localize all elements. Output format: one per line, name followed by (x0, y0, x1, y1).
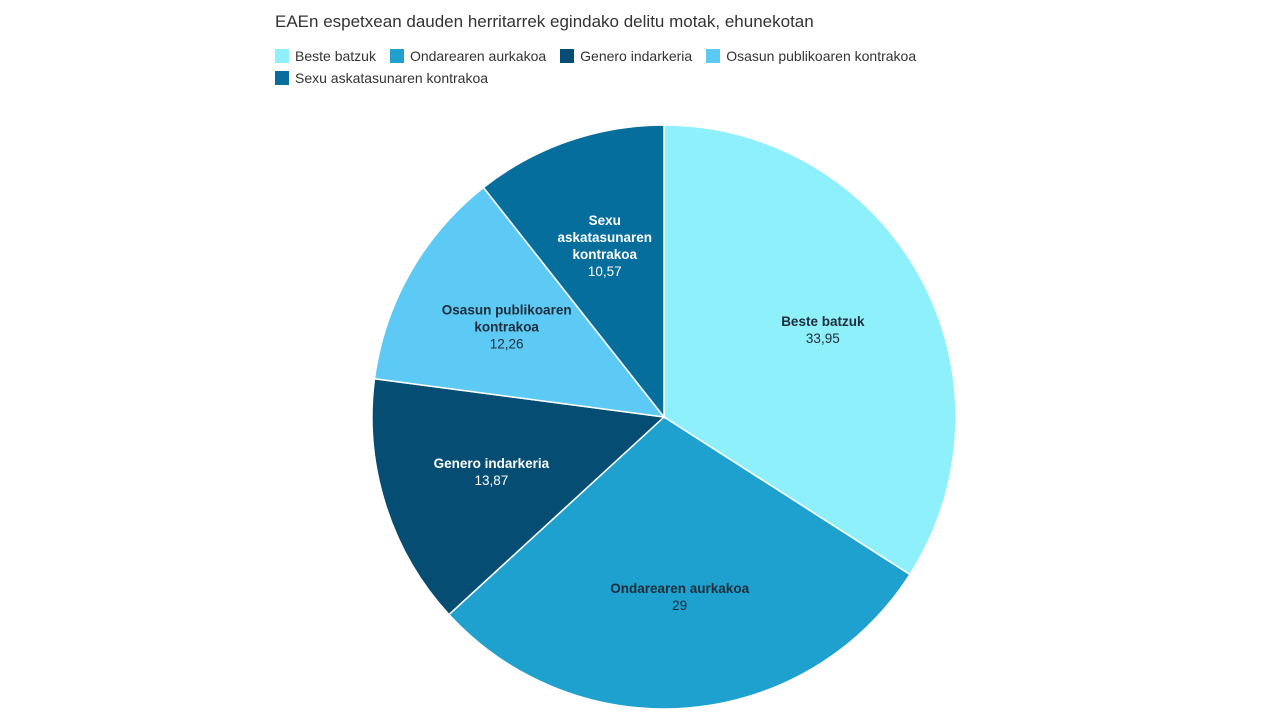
slice-label-1: Beste batzuk 33,95 (781, 313, 864, 347)
pie-slice-5[interactable] (482, 124, 665, 420)
legend-swatch (275, 71, 289, 85)
slice-label-name: Sexu askatasunaren kontrakoa (557, 212, 653, 262)
slice-label-value: 29 (672, 598, 688, 614)
legend-label: Genero indarkeria (580, 48, 693, 64)
legend-label: Osasun publikoaren kontrakoa (726, 48, 917, 64)
legend-item[interactable]: Beste batzuk (275, 48, 376, 64)
legend-label: Beste batzuk (295, 48, 376, 64)
legend-swatch (706, 49, 721, 63)
legend-item[interactable]: Ondarearen aurkakoa (389, 48, 547, 64)
legend-swatch (275, 49, 289, 63)
slice-label-name: Genero indarkeria (433, 455, 550, 471)
slice-label-name: Ondarearen aurkakoa (610, 581, 750, 597)
pie-slice-4[interactable] (373, 186, 666, 418)
legend-item[interactable]: Osasun publikoaren kontrakoa (706, 48, 916, 64)
slice-label-name: Beste batzuk (781, 314, 865, 330)
slice-label-value: 10,57 (587, 263, 622, 279)
slice-label-3: Genero indarkeria 13,87 (434, 455, 550, 489)
slice-label-5: Sexu askatasunaren kontrakoa 10,57 (558, 212, 653, 280)
slice-label-2: Ondarearen aurkakoa 29 (610, 580, 749, 614)
legend-label: Ondarearen aurkakoa (409, 48, 547, 64)
legend: Beste batzuk Ondarearen aurkakoa Genero in… (275, 48, 1015, 86)
legend-item[interactable]: Genero indarkeria (560, 48, 692, 64)
slice-label-value: 13,87 (474, 472, 509, 488)
legend-label: Sexu askatasunaren kontrakoa (295, 70, 489, 86)
legend-item[interactable]: Sexu askatasunaren kontrakoa (275, 70, 488, 86)
slice-label-name: Osasun publikoaren kontrakoa (441, 302, 572, 335)
slice-label-value: 12,26 (489, 336, 524, 352)
pie-slice-2[interactable] (447, 416, 911, 710)
slice-label-value: 33,95 (805, 331, 840, 347)
chart-subtitle: EAEn espetxean dauden herritarrek eginda… (275, 12, 814, 31)
pie-slice-1[interactable] (663, 124, 957, 576)
slice-label-4: Osasun publikoaren kontrakoa 12,26 (442, 302, 572, 353)
pie-slice-3[interactable] (371, 377, 666, 616)
legend-swatch (560, 49, 575, 63)
legend-swatch (389, 49, 404, 63)
